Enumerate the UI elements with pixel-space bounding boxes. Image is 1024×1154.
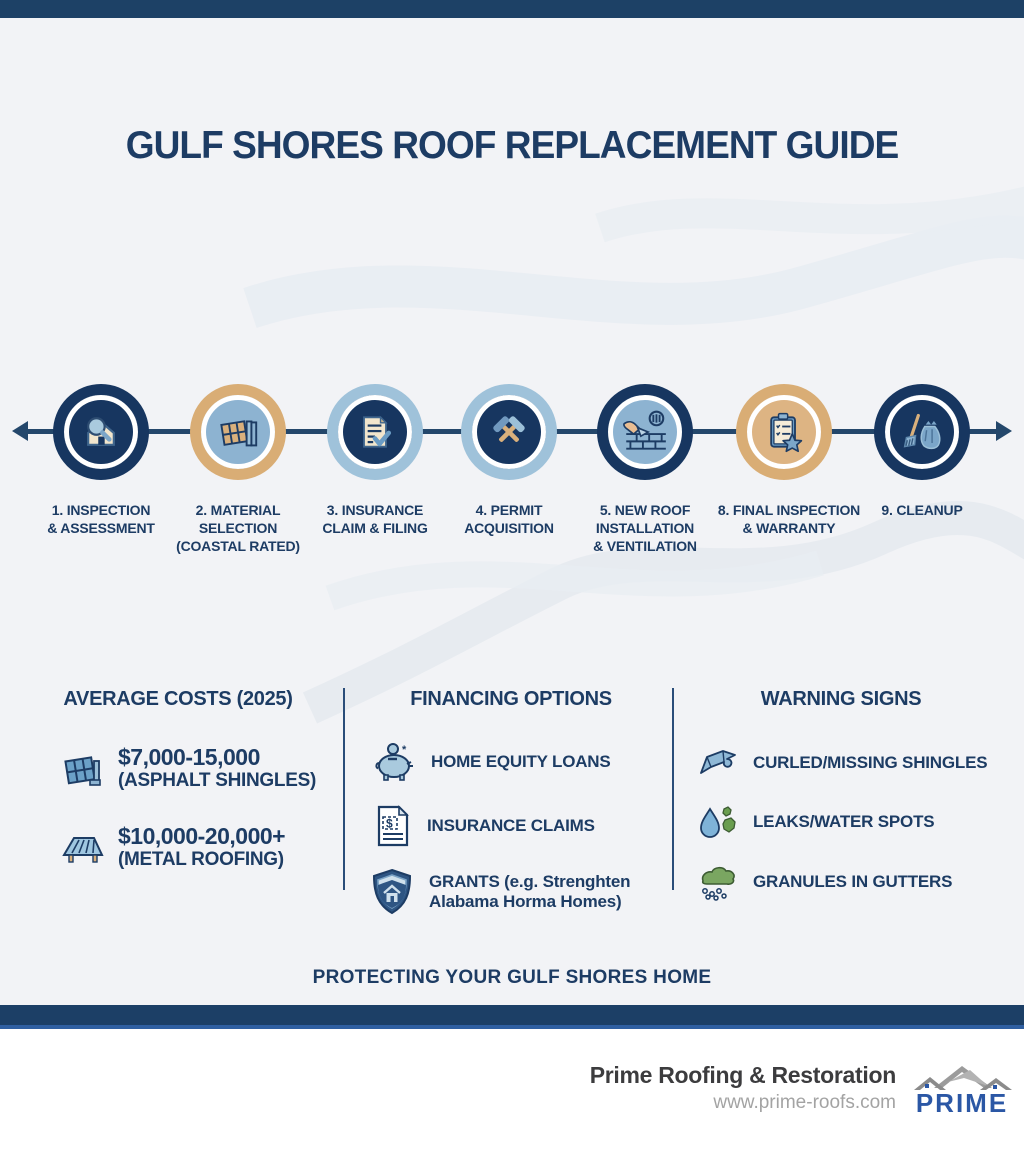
financing-item-grants: GRANTS (e.g. Strenghten Alabama Horma Ho… — [369, 867, 657, 917]
step-3-label: 3. INSURANCE CLAIM & FILING — [322, 502, 428, 537]
broom-bag-icon — [903, 413, 941, 450]
shingle-stack-icon — [220, 420, 258, 447]
trowel-brick-icon — [623, 410, 666, 450]
cost-material-metal: (METAL ROOFING) — [118, 849, 284, 871]
financing-grants-note: (e.g. Strenghten Alabama Horma Homes) — [429, 871, 631, 911]
cost-amount-metal: $10,000-20,000+ — [118, 823, 286, 850]
step-7-circle — [874, 384, 970, 480]
step-7-label: 9. CLEANUP — [881, 502, 963, 518]
clipboard-star-icon — [770, 412, 803, 453]
step-3-circle — [327, 384, 423, 480]
cost-amount-asphalt: $7,000-15,000 — [118, 744, 260, 770]
warning-label-leaks: LEAKS/WATER SPOTS — [753, 811, 935, 831]
financing-label-insurance: INSURANCE CLAIMS — [427, 815, 595, 835]
branding-block: Prime Roofing & Restoration www.prime-ro… — [589, 1062, 897, 1114]
step-4-label: 4. PERMIT ACQUISITION — [464, 502, 554, 537]
timeline-arrow-left-icon — [12, 421, 28, 441]
warning-label-shingles: CURLED/MISSING SHINGLES — [753, 752, 988, 772]
financing-item-equity: * HOME EQUITY LOANS — [373, 741, 657, 783]
asphalt-shingles-icon — [64, 755, 101, 786]
step-6-label: 8. FINAL INSPECTION & WARRANTY — [717, 502, 861, 537]
prime-logo-text: PRIME — [916, 1088, 1008, 1118]
warnings-section: WARNING SIGNS CURLED/MISSING SHINGLES LE… — [691, 688, 991, 901]
metal-roofing-icon — [62, 836, 104, 863]
cost-material-asphalt: (ASPHALT SHINGLES) — [118, 770, 316, 792]
tagline: PROTECTING YOUR GULF SHORES HOME — [312, 967, 712, 988]
warning-item-shingles: CURLED/MISSING SHINGLES — [697, 745, 991, 781]
step-6-circle — [736, 384, 832, 480]
page-title: GULF SHORES ROOF REPLACEMENT GUIDE — [125, 124, 899, 167]
dollar-document-icon: $ — [377, 805, 409, 847]
step-1-label: 1. INSPECTION & ASSESSMENT — [47, 502, 155, 537]
step-5-circle — [597, 384, 693, 480]
financing-heading: FINANCING OPTIONS — [410, 688, 612, 710]
financing-item-insurance: $ INSURANCE CLAIMS — [373, 803, 657, 849]
piggy-bank-icon: * — [375, 743, 413, 781]
house-magnifier-icon — [87, 417, 115, 446]
column-divider-right — [672, 688, 674, 890]
step-2-label: 2. MATERIAL SELECTION (COASTAL RATED) — [176, 502, 300, 555]
shield-house-icon — [372, 868, 412, 915]
warning-label-granules: GRANULES IN GUTTERS — [753, 871, 953, 891]
column-divider-left — [343, 688, 345, 890]
cost-item-asphalt: $7,000-15,000 (ASPHALT SHINGLES) — [60, 744, 316, 792]
bottom-accent-line — [0, 1025, 1024, 1029]
granules-icon — [701, 866, 735, 901]
svg-text:*: * — [402, 744, 407, 756]
step-2-circle — [190, 384, 286, 480]
step-1-circle — [53, 384, 149, 480]
financing-grants-title: GRANTS — [429, 871, 500, 891]
warning-item-leaks: LEAKS/WATER SPOTS — [697, 803, 991, 841]
company-name: Prime Roofing & Restoration — [589, 1062, 897, 1088]
water-drop-icon — [700, 806, 736, 838]
financing-label-equity: HOME EQUITY LOANS — [431, 751, 611, 771]
bottom-navy-bar — [0, 1005, 1024, 1025]
curled-shingle-icon — [700, 750, 736, 774]
step-5-label: 5. NEW ROOF INSTALLATION & VENTILATION — [593, 502, 697, 555]
crossed-hammers-icon — [493, 416, 525, 442]
step-4-circle — [461, 384, 557, 480]
cost-item-metal: $10,000-20,000+ (METAL ROOFING) — [60, 823, 316, 871]
company-website: www.prime-roofs.com — [713, 1092, 896, 1113]
costs-heading: AVERAGE COSTS (2025) — [63, 688, 293, 710]
costs-section: AVERAGE COSTS (2025) $7,000-15,000 (ASPH… — [40, 688, 316, 871]
financing-label-grants: GRANTS (e.g. Strenghten Alabama Horma Ho… — [429, 872, 657, 913]
prime-logo: PRIME — [914, 1066, 1012, 1118]
warning-item-granules: GRANULES IN GUTTERS — [697, 863, 991, 901]
svg-text:$: $ — [386, 817, 393, 831]
warnings-heading: WARNING SIGNS — [760, 688, 922, 710]
timeline-arrow-right-icon — [996, 421, 1012, 441]
document-check-icon — [363, 415, 392, 448]
financing-section: FINANCING OPTIONS * HOME EQUITY LOANS $ — [365, 688, 657, 917]
top-navy-bar — [0, 0, 1024, 18]
